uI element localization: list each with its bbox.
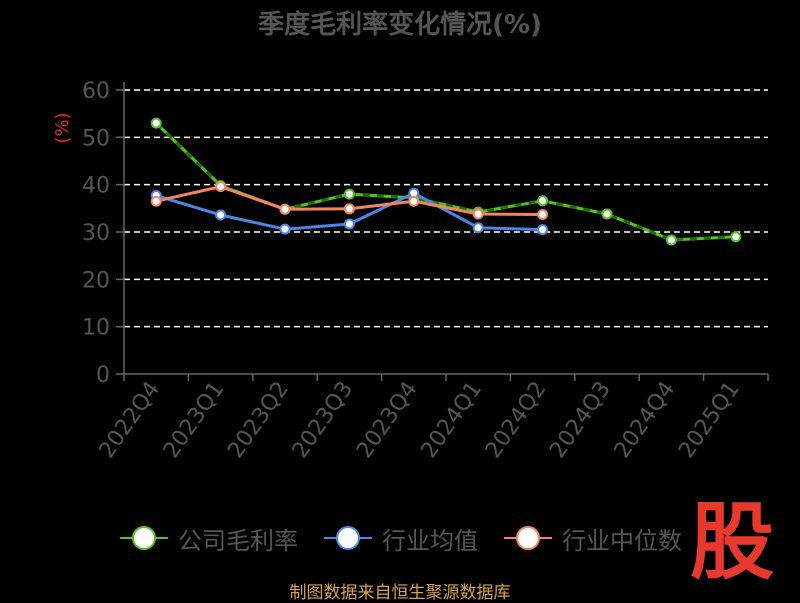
data-point xyxy=(215,181,227,193)
x-tick-label: 2023Q4 xyxy=(352,377,423,463)
y-tick-label: 40 xyxy=(82,174,110,199)
data-point xyxy=(150,195,162,207)
data-point xyxy=(730,231,742,243)
data-point xyxy=(537,224,549,236)
legend-label: 公司毛利率 xyxy=(178,526,298,555)
data-point xyxy=(150,117,162,129)
y-tick-label: 60 xyxy=(82,79,110,104)
legend-item-industry-median[interactable]: 行业中位数 xyxy=(504,521,682,556)
brand-logo: 股 xyxy=(690,492,775,591)
series xyxy=(150,117,742,246)
line-chart: 01020304050602022Q42023Q12023Q22023Q3202… xyxy=(52,79,769,463)
x-tick-label: 2023Q2 xyxy=(223,377,294,463)
data-point xyxy=(601,208,613,220)
x-tick-label: 2023Q1 xyxy=(159,377,230,463)
data-point xyxy=(343,188,355,200)
x-tick-label: 2022Q4 xyxy=(95,377,166,463)
x-tick-label: 2025Q1 xyxy=(674,377,745,463)
legend: 公司毛利率 行业均值 行业中位数 xyxy=(120,518,682,558)
data-point xyxy=(472,222,484,234)
x-tick-label: 2023Q3 xyxy=(288,377,359,463)
legend-label: 行业中位数 xyxy=(562,526,682,555)
data-point xyxy=(472,208,484,220)
gridlines xyxy=(124,89,768,328)
data-point xyxy=(408,195,420,207)
y-tick-label: 50 xyxy=(82,126,110,151)
data-point xyxy=(343,203,355,215)
data-point xyxy=(343,218,355,230)
legend-item-industry-mean[interactable]: 行业均值 xyxy=(324,521,478,556)
x-tick-label: 2024Q3 xyxy=(545,377,616,463)
y-tick-label: 30 xyxy=(82,221,110,246)
data-point xyxy=(279,203,291,215)
y-axis-label: (%) xyxy=(52,112,73,143)
legend-swatch-icon xyxy=(324,526,372,550)
data-point xyxy=(279,223,291,235)
y-tick-label: 0 xyxy=(96,363,110,388)
series-line-dash-overlay xyxy=(155,122,736,242)
x-tick-label: 2024Q4 xyxy=(610,377,681,463)
legend-swatch-icon xyxy=(504,526,552,550)
data-point xyxy=(537,208,549,220)
legend-swatch-icon xyxy=(120,526,168,550)
data-point xyxy=(537,195,549,207)
x-tick-label: 2024Q1 xyxy=(417,377,488,463)
legend-item-company[interactable]: 公司毛利率 xyxy=(120,521,298,556)
chart-title: 季度毛利率变化情况(%) xyxy=(258,10,542,40)
data-point xyxy=(215,209,227,221)
y-tick-label: 20 xyxy=(82,268,110,293)
series-line-0 xyxy=(155,122,736,242)
source-note: 制图数据来自恒生聚源数据库 xyxy=(289,583,511,603)
y-tick-label: 10 xyxy=(82,316,110,341)
legend-label: 行业均值 xyxy=(382,526,478,555)
x-tick-label: 2024Q2 xyxy=(481,377,552,463)
data-point xyxy=(665,234,677,246)
